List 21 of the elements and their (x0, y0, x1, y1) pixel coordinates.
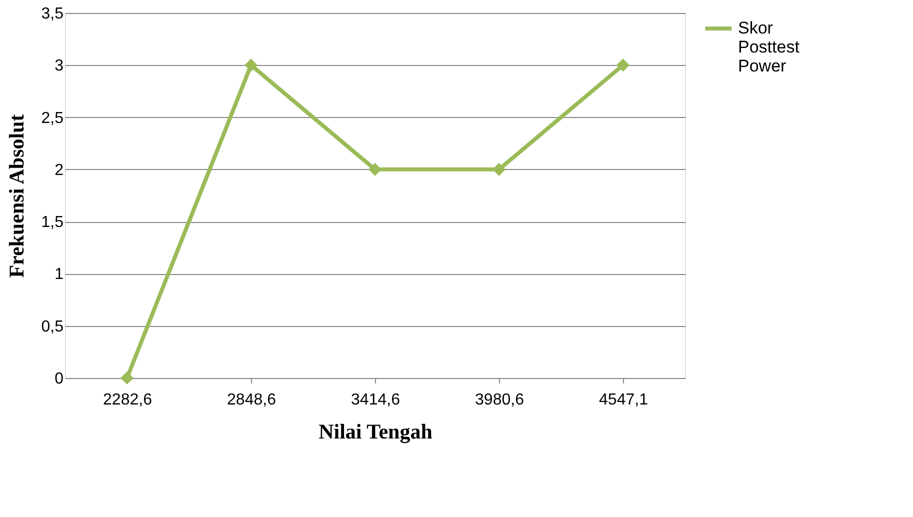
x-tick-label: 3414,6 (351, 392, 400, 408)
y-tick-label: 0 (54, 370, 64, 388)
point (492, 162, 506, 176)
y-tick-label: 3,5 (41, 6, 64, 22)
y-axis-title: Frekuensi Absolut (4, 114, 28, 278)
x-tick-label: 3980,6 (475, 392, 524, 408)
x-tick-label: 2282,6 (103, 392, 152, 408)
y-tick-label: 2,5 (41, 110, 64, 127)
x-tick-label: 4547,1 (599, 392, 648, 408)
legend-label: Skor Posttest Power (738, 18, 800, 76)
point (616, 58, 630, 72)
point (244, 58, 258, 72)
x-axis-title: Nilai Tengah (318, 420, 433, 444)
x-tick-label: 2848,6 (227, 392, 276, 408)
point (120, 371, 134, 385)
y-tick-label: 3 (54, 58, 64, 75)
y-tick-label: 1,5 (41, 214, 64, 232)
y-tick-label: 2 (54, 162, 64, 179)
point (368, 162, 382, 176)
y-tick-label: 0,5 (41, 318, 64, 336)
y-tick-label: 1 (54, 266, 64, 284)
